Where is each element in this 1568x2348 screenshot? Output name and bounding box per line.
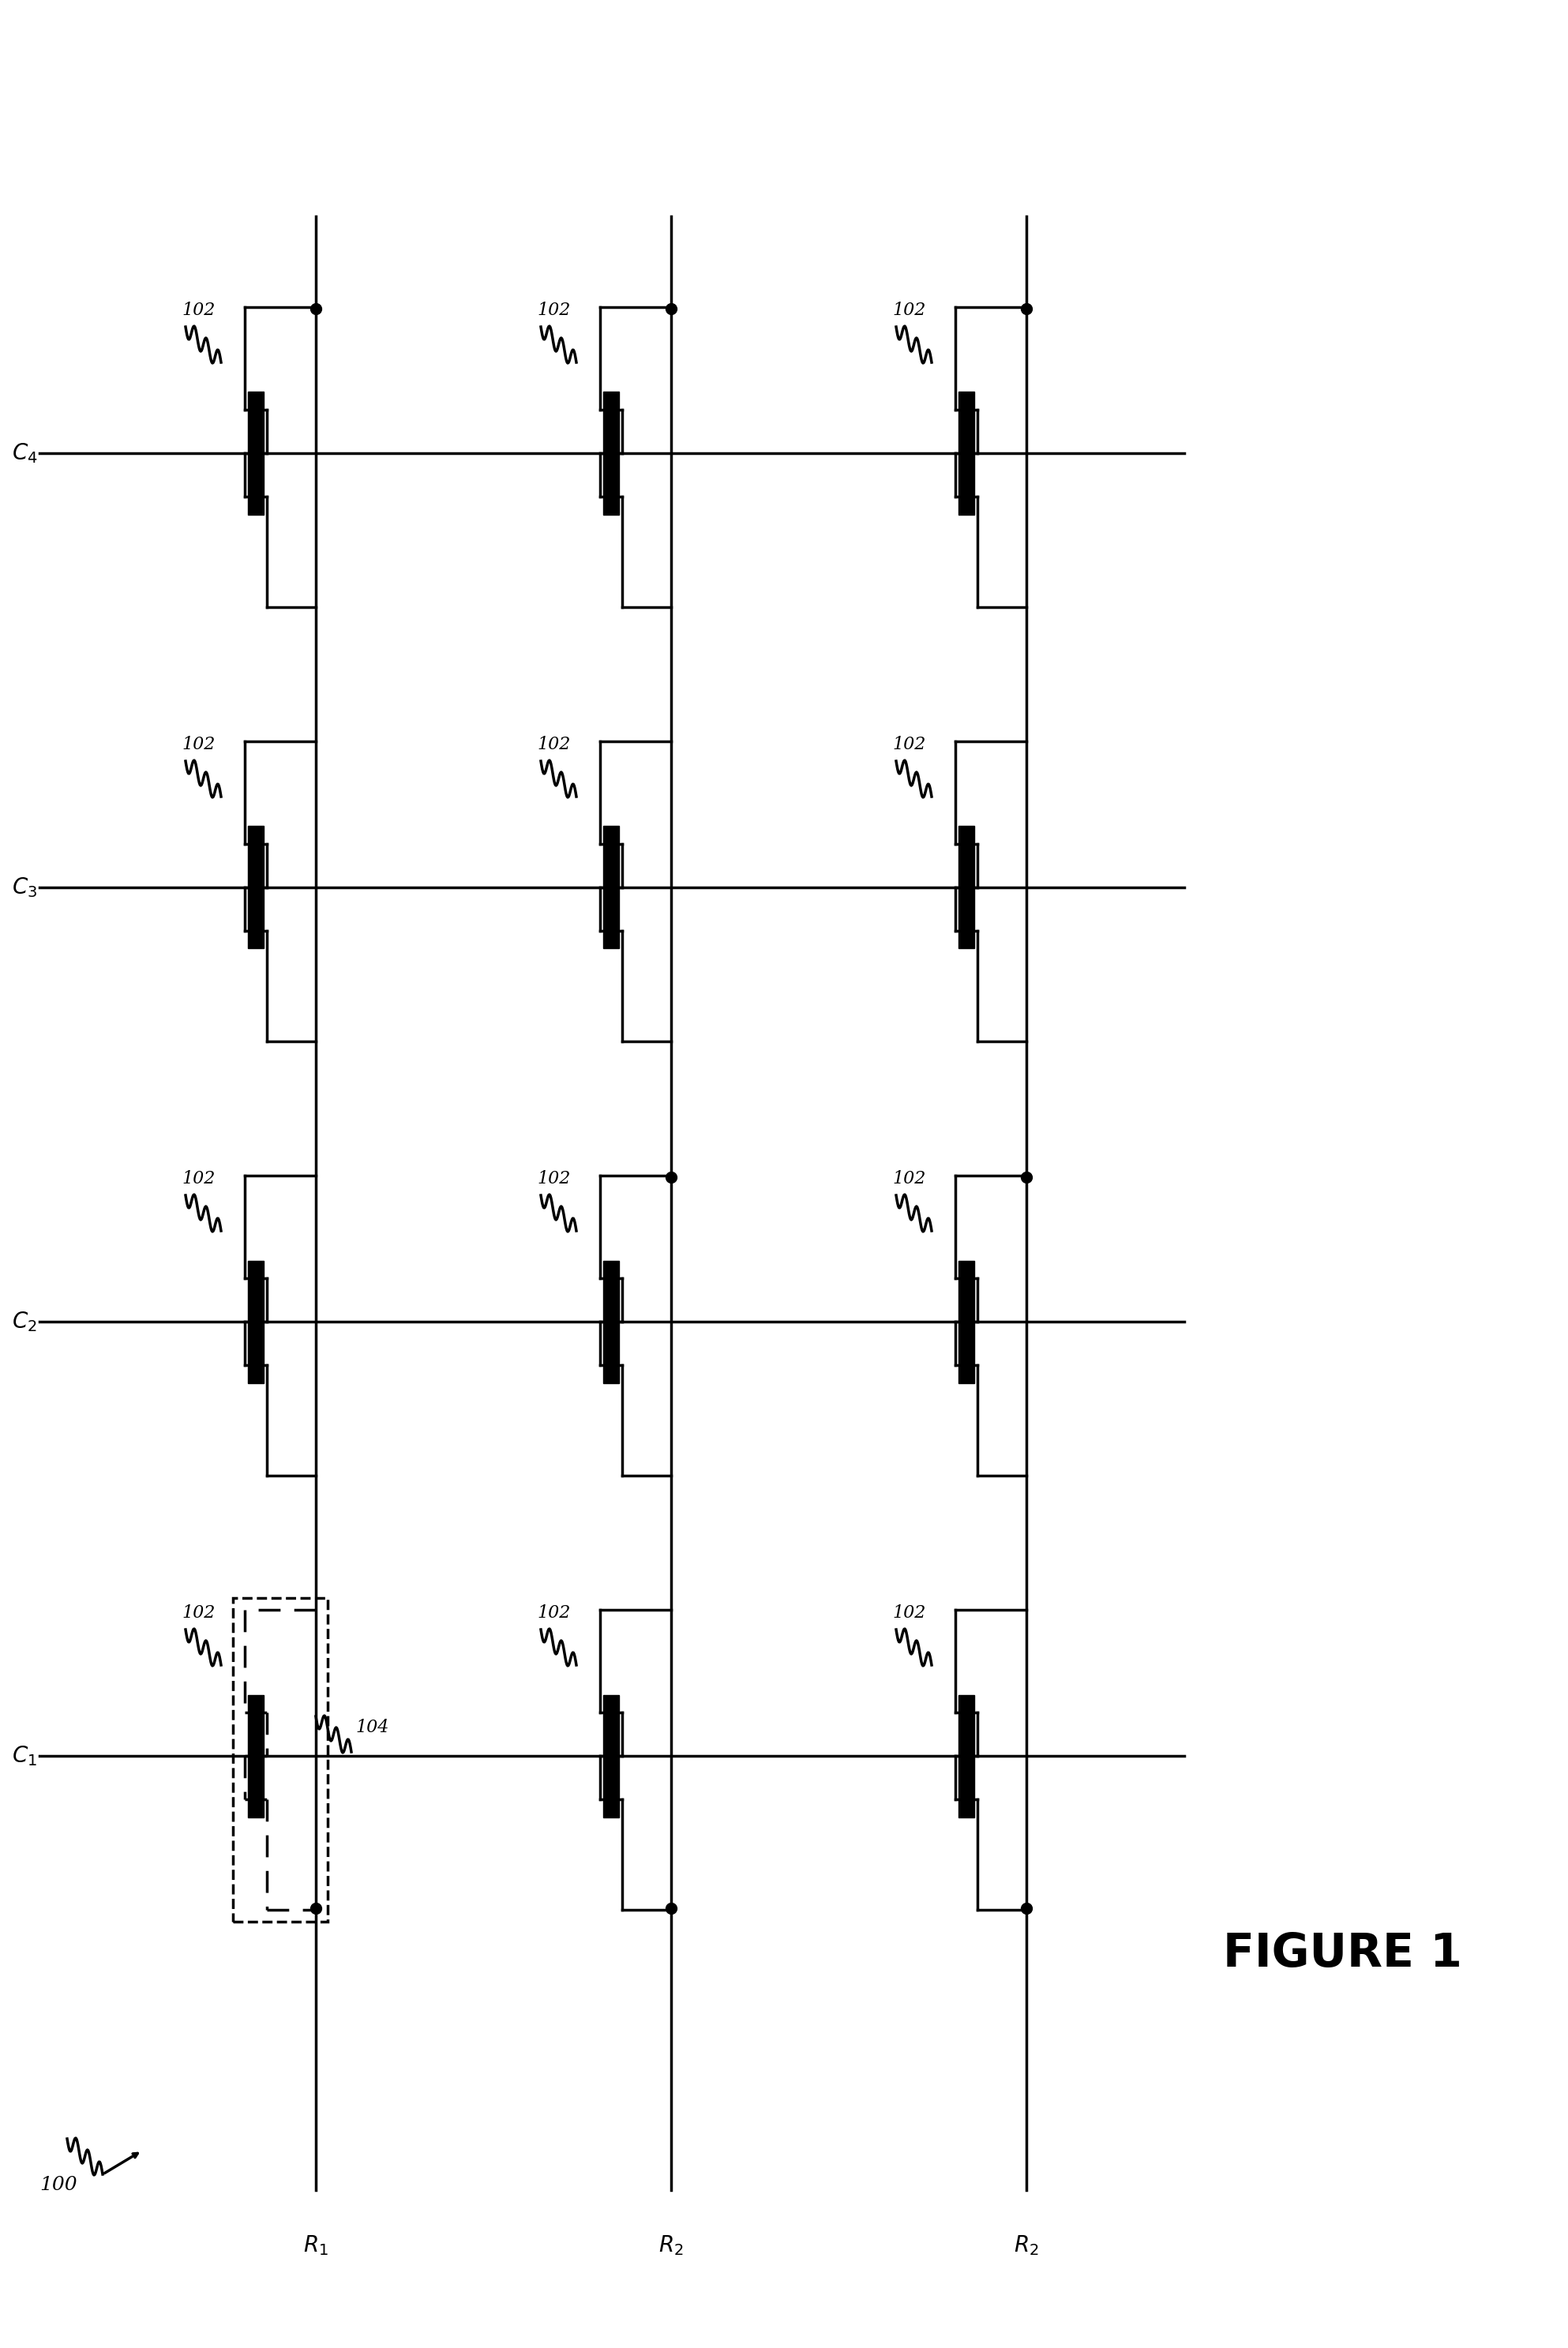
- Text: $R_2$: $R_2$: [659, 2233, 684, 2256]
- Bar: [248, 1261, 263, 1383]
- Text: 102: 102: [892, 301, 925, 319]
- Text: 102: 102: [892, 1169, 925, 1188]
- Bar: [604, 392, 619, 514]
- Text: $R_1$: $R_1$: [303, 2233, 328, 2256]
- Bar: [604, 1695, 619, 1817]
- Text: 102: 102: [536, 301, 571, 319]
- Text: 102: 102: [536, 1604, 571, 1622]
- Text: 102: 102: [536, 735, 571, 754]
- Bar: [234, 1599, 328, 1921]
- Text: 102: 102: [892, 1604, 925, 1622]
- Bar: [604, 826, 619, 949]
- Text: 102: 102: [182, 301, 215, 319]
- Text: 102: 102: [182, 1604, 215, 1622]
- Bar: [248, 1695, 263, 1817]
- Text: $C_4$: $C_4$: [13, 441, 38, 465]
- Text: 102: 102: [182, 1169, 215, 1188]
- Text: 102: 102: [892, 735, 925, 754]
- Text: FIGURE 1: FIGURE 1: [1223, 1930, 1461, 1975]
- Text: $C_3$: $C_3$: [13, 876, 38, 899]
- Text: 100: 100: [39, 2177, 77, 2193]
- Bar: [248, 392, 263, 514]
- Bar: [958, 826, 974, 949]
- Bar: [604, 1261, 619, 1383]
- Text: 102: 102: [182, 735, 215, 754]
- Text: $C_2$: $C_2$: [13, 1310, 38, 1334]
- Text: $C_1$: $C_1$: [13, 1745, 38, 1768]
- Bar: [958, 1261, 974, 1383]
- Text: 102: 102: [536, 1169, 571, 1188]
- Bar: [958, 1695, 974, 1817]
- Text: 104: 104: [356, 1719, 389, 1735]
- Bar: [248, 826, 263, 949]
- Bar: [958, 392, 974, 514]
- Text: $R_2$: $R_2$: [1014, 2233, 1040, 2256]
